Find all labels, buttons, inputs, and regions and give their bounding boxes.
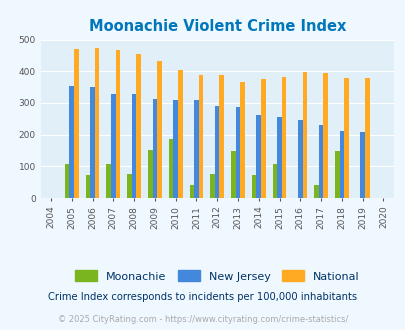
Bar — [297, 120, 302, 198]
Bar — [194, 100, 198, 198]
Bar — [152, 99, 157, 198]
Bar — [364, 78, 369, 198]
Bar — [219, 75, 224, 198]
Bar — [177, 70, 182, 198]
Legend: Moonachie, New Jersey, National: Moonachie, New Jersey, National — [75, 270, 358, 281]
Bar — [189, 185, 194, 198]
Bar — [85, 175, 90, 198]
Bar — [339, 131, 343, 198]
Bar — [251, 175, 256, 198]
Bar — [302, 72, 307, 198]
Bar — [106, 164, 111, 198]
Bar — [132, 94, 136, 198]
Bar — [323, 73, 327, 198]
Bar — [313, 185, 318, 198]
Bar — [173, 100, 177, 198]
Bar — [69, 85, 74, 198]
Bar — [157, 61, 161, 198]
Bar — [198, 75, 203, 198]
Bar — [136, 54, 141, 198]
Bar — [260, 79, 265, 198]
Bar — [65, 164, 69, 198]
Bar — [230, 151, 235, 198]
Bar — [214, 106, 219, 198]
Bar — [111, 94, 115, 198]
Bar — [272, 164, 277, 198]
Bar — [95, 48, 99, 198]
Bar — [343, 78, 348, 198]
Bar — [256, 115, 260, 198]
Bar — [277, 116, 281, 198]
Bar — [235, 107, 240, 198]
Bar — [281, 77, 286, 198]
Text: © 2025 CityRating.com - https://www.cityrating.com/crime-statistics/: © 2025 CityRating.com - https://www.city… — [58, 315, 347, 324]
Bar — [74, 50, 79, 198]
Bar — [318, 125, 323, 198]
Bar — [115, 50, 120, 198]
Bar — [240, 82, 244, 198]
Bar — [334, 151, 339, 198]
Bar — [90, 87, 95, 198]
Bar — [360, 132, 364, 198]
Text: Crime Index corresponds to incidents per 100,000 inhabitants: Crime Index corresponds to incidents per… — [48, 292, 357, 302]
Bar — [168, 139, 173, 198]
Bar — [127, 174, 132, 198]
Bar — [148, 150, 152, 198]
Bar — [210, 174, 214, 198]
Title: Moonachie Violent Crime Index: Moonachie Violent Crime Index — [88, 19, 345, 34]
